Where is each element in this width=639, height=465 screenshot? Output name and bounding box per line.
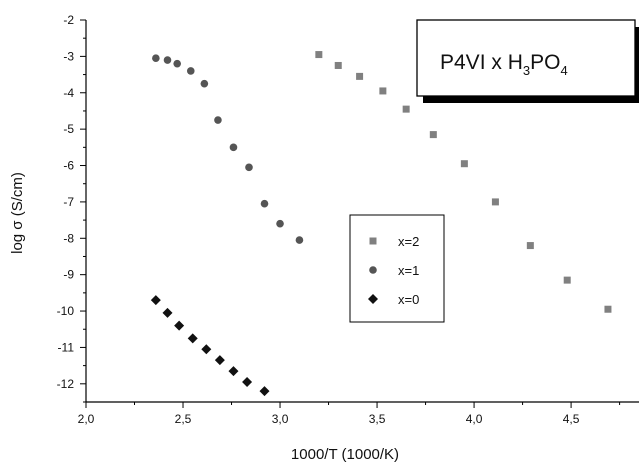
y-tick-label: -4 — [63, 86, 74, 100]
y-tick-label: -11 — [58, 340, 75, 354]
y-tick-label: -2 — [63, 13, 74, 27]
point-x-1 — [152, 54, 160, 62]
title-main: P4VI x H — [440, 51, 523, 74]
legend: x=2 x=1 x=0 — [349, 214, 445, 323]
point-x-1 — [163, 56, 172, 64]
point-x-2 — [379, 87, 387, 95]
point-x-0 — [228, 366, 239, 377]
point-x-1 — [214, 116, 222, 124]
point-x-2 — [460, 160, 468, 168]
x-axis-ticks: 2,0 2,5 3,0 3,5 4,0 4,5 — [78, 402, 621, 426]
title-mid: PO — [530, 51, 560, 74]
y-tick-label: -12 — [57, 377, 75, 391]
y-axis-title: log σ (S/cm) — [9, 172, 26, 254]
point-x-2 — [315, 51, 323, 59]
point-x-1 — [200, 79, 209, 88]
y-tick-label: -9 — [63, 268, 74, 282]
y-axis-ticks: -2 -3 -4 -5 -6 -7 -8 -9 -10 -11 -12 — [57, 13, 86, 403]
data-points — [150, 51, 612, 397]
point-x-0 — [162, 307, 173, 318]
y-tick-label: -8 — [63, 231, 74, 245]
point-x-0 — [259, 386, 270, 397]
x-tick-label: 2,0 — [78, 412, 95, 426]
point-x-1 — [245, 163, 253, 172]
legend-label-x-2: x=2 — [398, 234, 419, 249]
x-tick-label: 4,0 — [466, 412, 483, 426]
legend-label-x-0: x=0 — [398, 292, 419, 307]
legend-marker-x-0 — [368, 294, 378, 304]
y-tick-label: -3 — [63, 49, 74, 63]
point-x-2 — [334, 61, 342, 69]
y-tick-label: -10 — [57, 304, 75, 318]
point-x-2 — [491, 198, 499, 206]
point-x-2 — [604, 305, 612, 313]
x-tick-label: 3,5 — [369, 412, 386, 426]
legend-marker-x-1 — [369, 266, 377, 274]
x-tick-label: 3,0 — [272, 412, 289, 426]
legend-label-x-1: x=1 — [398, 263, 419, 278]
chart-title: P4VI x H3PO4 — [440, 51, 568, 78]
title-sub-1: 3 — [523, 63, 530, 78]
point-x-0 — [187, 333, 198, 344]
point-x-2 — [526, 242, 534, 250]
point-x-0 — [201, 344, 212, 355]
point-x-1 — [260, 199, 269, 208]
title-box-frame — [416, 19, 636, 97]
axes — [85, 20, 639, 403]
point-x-2 — [429, 131, 437, 139]
point-x-0 — [174, 320, 185, 331]
point-x-1 — [186, 67, 195, 75]
title-box: P4VI x H3PO4 — [416, 19, 639, 103]
x-axis-title: 1000/T (1000/K) — [291, 446, 399, 463]
point-x-1 — [295, 236, 304, 244]
point-x-1 — [229, 143, 238, 152]
point-x-0 — [150, 295, 161, 306]
y-tick-label: -6 — [63, 159, 74, 173]
x-tick-label: 2,5 — [175, 412, 192, 426]
point-x-1 — [276, 219, 284, 228]
y-tick-label: -7 — [63, 195, 74, 209]
point-x-2 — [563, 276, 571, 284]
title-sub-2: 4 — [560, 63, 567, 78]
point-x-0 — [214, 355, 225, 366]
legend-frame — [349, 214, 445, 323]
point-x-1 — [173, 59, 181, 68]
y-tick-label: -5 — [63, 122, 74, 136]
legend-marker-x-2 — [369, 237, 377, 245]
x-tick-label: 4,5 — [563, 412, 580, 426]
point-x-2 — [402, 105, 410, 113]
point-x-0 — [242, 376, 253, 387]
point-x-2 — [356, 72, 364, 80]
